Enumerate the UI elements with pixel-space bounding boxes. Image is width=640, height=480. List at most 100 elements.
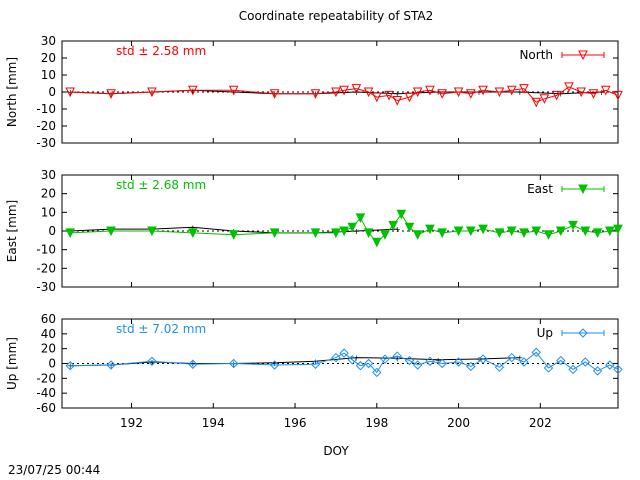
east-data-point [425, 224, 435, 235]
x-tick-label: 198 [365, 416, 388, 430]
east-data-point [494, 228, 505, 238]
up-reference-point: + [353, 354, 360, 363]
up-y-tick-label: -60 [36, 401, 56, 415]
north-data-point [371, 92, 382, 103]
up-reference-point: + [67, 362, 74, 371]
east-data-point [228, 230, 239, 240]
x-tick-label: 202 [529, 416, 552, 430]
up-reference-point: + [394, 354, 401, 363]
up-reference-point: + [435, 356, 442, 365]
north-reference-point: + [517, 88, 524, 97]
north-data-point [412, 87, 423, 98]
up-legend-label: Up [537, 326, 553, 340]
east-data-point [339, 226, 349, 237]
up-y-axis-label: Up [mm] [5, 337, 19, 390]
east-legend-marker [578, 184, 588, 195]
east-data-point [453, 226, 464, 237]
up-data-point [437, 358, 447, 369]
north-data-point [506, 85, 517, 96]
north-legend-marker [578, 50, 588, 61]
east-y-tick-label: 10 [41, 205, 56, 219]
up-data-point [425, 356, 435, 366]
north-data-point [494, 87, 505, 98]
north-data-point [613, 90, 623, 101]
up-data-point [543, 363, 554, 373]
north-data-point [453, 87, 464, 98]
up-reference-point: + [149, 358, 156, 367]
up-series-line [70, 351, 619, 374]
up-data-point [147, 356, 157, 366]
up-data-point [380, 354, 390, 364]
x-tick-label: 200 [447, 416, 470, 430]
up-data-point [605, 360, 615, 370]
north-data-point [269, 89, 280, 99]
up-y-tick-label: 60 [41, 312, 56, 326]
east-data-point [412, 230, 423, 240]
east-data-point [519, 228, 529, 238]
north-y-tick-label: 0 [48, 85, 56, 99]
east-data-point [310, 228, 321, 238]
north-data-point [539, 94, 550, 104]
east-data-point [347, 222, 358, 233]
east-data-point [363, 228, 374, 238]
up-legend-marker [578, 328, 588, 338]
east-data-point [269, 228, 280, 238]
east-data-point [355, 213, 366, 224]
north-data-point [478, 85, 488, 96]
up-data-point [613, 364, 623, 375]
up-data-point [519, 357, 529, 367]
east-y-axis-label: East [mm] [5, 200, 19, 262]
up-std-label: std ± 7.02 mm [116, 322, 206, 336]
up-data-point [339, 348, 349, 358]
up-data-point [269, 360, 280, 370]
up-reference-line [70, 357, 520, 367]
east-y-tick-label: -20 [36, 261, 56, 275]
east-data-point [371, 237, 382, 248]
north-y-tick-label: -20 [36, 119, 56, 133]
up-data-point [363, 358, 374, 369]
chart-title: Coordinate repeatability of STA2 [239, 9, 434, 23]
x-tick-label: 196 [284, 416, 307, 430]
north-data-point [384, 90, 394, 101]
up-data-point [65, 361, 75, 371]
north-data-point [106, 89, 116, 99]
north-data-point [564, 82, 574, 93]
east-data-point [605, 226, 615, 237]
east-data-point [106, 226, 116, 237]
east-data-point [380, 230, 390, 240]
north-reference-point: + [557, 90, 564, 99]
east-data-point [478, 224, 488, 235]
up-data-point [506, 352, 517, 363]
east-data-point [188, 228, 198, 238]
east-reference-point: + [189, 223, 196, 232]
up-data-point [478, 354, 488, 364]
east-data-point [388, 220, 398, 231]
up-data-point [466, 361, 476, 372]
north-reference-point: + [394, 90, 401, 99]
up-data-point [580, 357, 591, 367]
north-data-point [65, 87, 75, 98]
up-data-point [188, 359, 198, 369]
up-data-point [494, 362, 505, 372]
x-tick-label: 192 [120, 416, 143, 430]
up-reference-point: + [517, 354, 524, 363]
north-reference-point: + [598, 88, 605, 97]
panels: -30 -20 -10 0 10 20 30 North [mm] + + + + + + + + + + + + + +… [5, 34, 623, 430]
north-data-point [588, 89, 599, 99]
east-reference-point: + [353, 227, 360, 236]
north-std-label: std ± 2.58 mm [116, 44, 206, 58]
north-y-tick-label: -30 [36, 136, 56, 150]
north-data-point [576, 87, 587, 98]
up-data-point [556, 355, 566, 366]
north-data-point [519, 84, 529, 94]
east-y-tick-label: 0 [48, 224, 56, 238]
up-data-point [310, 359, 321, 369]
east-std-label: std ± 2.68 mm [116, 178, 206, 192]
up-y-tick-label: 20 [41, 342, 56, 356]
east-data-point [555, 226, 566, 237]
north-y-tick-label: 30 [41, 34, 56, 48]
east-data-point [613, 224, 623, 235]
east-data-point [437, 228, 448, 238]
